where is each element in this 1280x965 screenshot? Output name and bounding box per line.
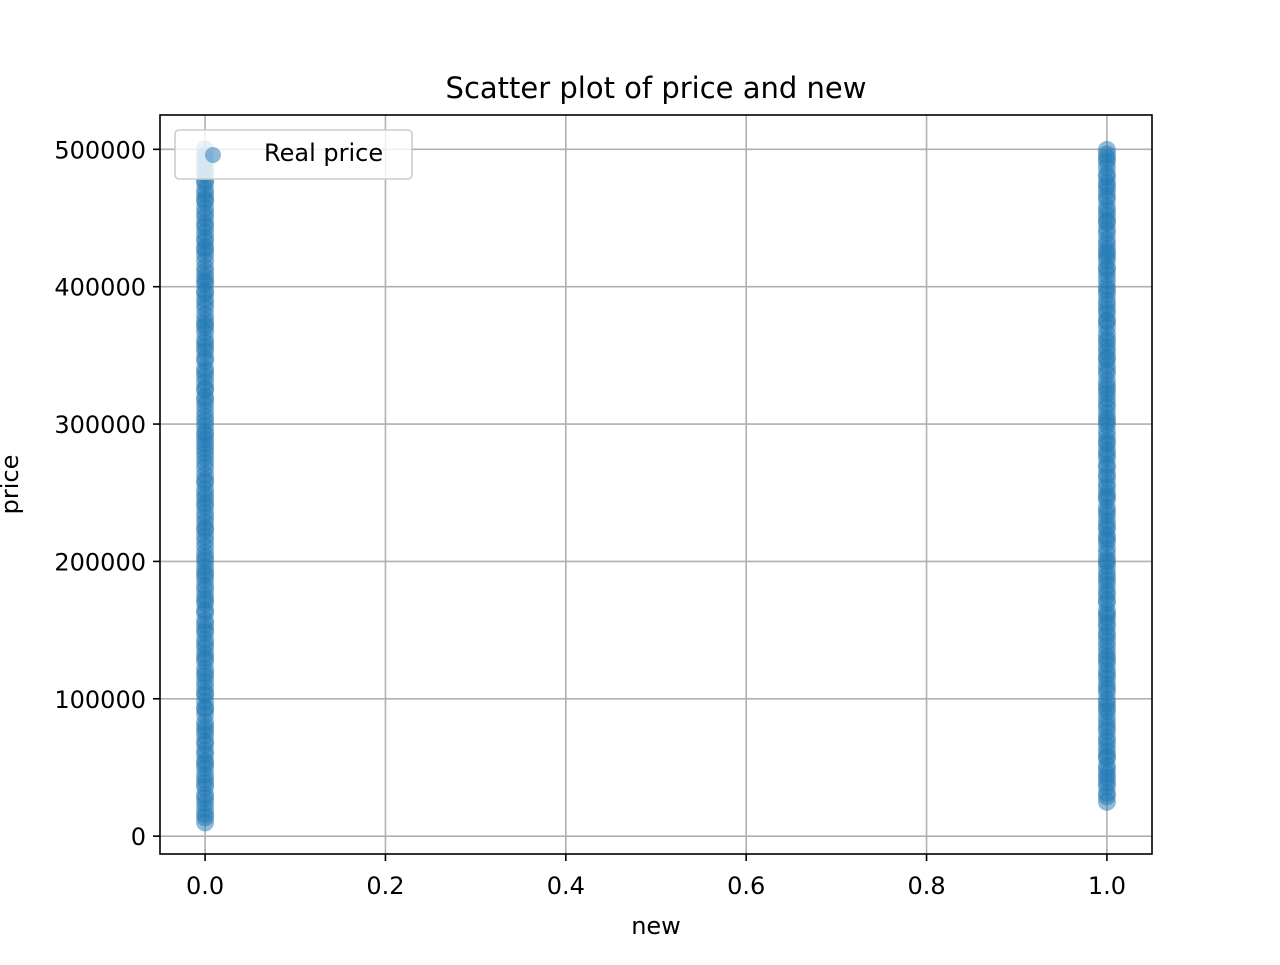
y-tick-label: 400000: [54, 274, 146, 302]
y-axis-title: price: [0, 455, 24, 515]
y-tick-label: 100000: [54, 686, 146, 714]
y-tick-label: 500000: [54, 136, 146, 164]
x-tick-label: 1.0: [1088, 872, 1126, 900]
grid-layer: [160, 115, 1152, 854]
x-tick-label: 0.2: [366, 872, 404, 900]
legend: Real price: [174, 129, 413, 180]
y-tick-label: 0: [131, 823, 146, 851]
x-tick-label: 0.0: [186, 872, 224, 900]
legend-marker: [205, 147, 221, 163]
legend-label: Real price: [264, 139, 383, 167]
x-tick-label: 0.8: [907, 872, 945, 900]
x-tick-label: 0.4: [547, 872, 585, 900]
ticks-layer: 0.0 0.2 0.4 0.6 0.8 1.0 0 100000 200000 300000 400…: [54, 136, 1126, 900]
scatter-point: [1097, 140, 1116, 159]
y-tick-label: 200000: [54, 548, 146, 576]
points-layer: [196, 140, 1116, 832]
y-tick-label: 300000: [54, 411, 146, 439]
x-axis-title: new: [631, 912, 681, 940]
x-tick-label: 0.6: [727, 872, 765, 900]
chart-title: Scatter plot of price and new: [446, 71, 867, 105]
plot-frame: [159, 114, 1153, 855]
legend-box: [174, 129, 413, 180]
